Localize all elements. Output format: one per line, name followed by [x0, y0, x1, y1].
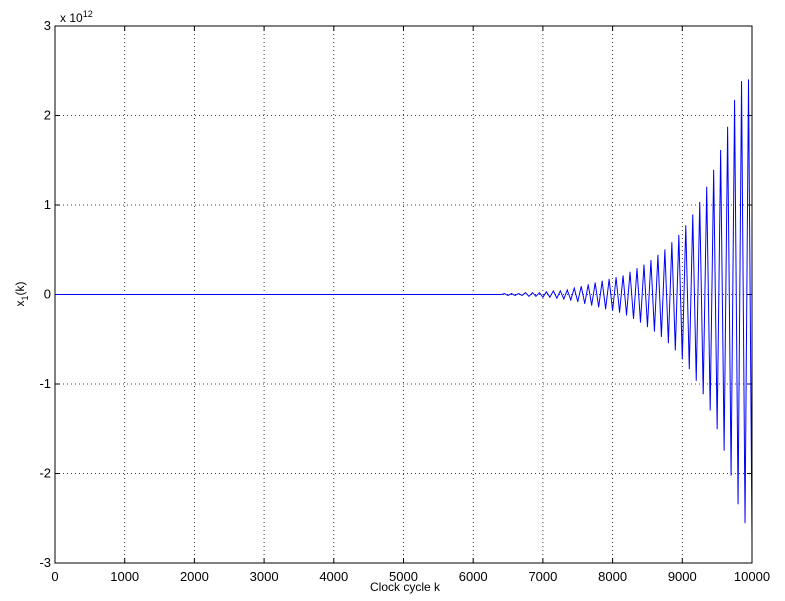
- data-point: [591, 304, 593, 306]
- y-tick-label: 1: [44, 197, 51, 212]
- data-point: [615, 276, 617, 278]
- x-tick-label: 8000: [598, 569, 627, 584]
- series-line-0: [55, 79, 753, 541]
- data-point: [737, 503, 739, 505]
- data-point: [552, 290, 554, 292]
- data-point: [723, 449, 725, 451]
- data-point: [653, 330, 655, 332]
- data-point: [511, 293, 513, 295]
- data-point: [507, 294, 509, 296]
- data-point: [713, 169, 715, 171]
- x-tick-label: 7000: [528, 569, 557, 584]
- data-point: [741, 80, 743, 82]
- y-tick-label: 0: [44, 287, 51, 302]
- y-tick-label: -2: [39, 466, 51, 481]
- data-point: [528, 295, 530, 297]
- data-point: [535, 295, 537, 297]
- x-tick-label: 0: [51, 569, 58, 584]
- data-point: [612, 310, 614, 312]
- data-point: [730, 474, 732, 476]
- data-point: [605, 308, 607, 310]
- data-point: [639, 321, 641, 323]
- data-point: [650, 259, 652, 261]
- data-point: [643, 264, 645, 266]
- data-point: [664, 249, 666, 251]
- y-exponent-label: x 1012: [60, 9, 93, 25]
- data-point: [531, 292, 533, 294]
- data-point: [587, 284, 589, 286]
- data-point: [594, 282, 596, 284]
- data-point: [709, 409, 711, 411]
- data-point: [538, 292, 540, 294]
- data-point: [573, 287, 575, 289]
- x-tick-label: 5000: [389, 569, 418, 584]
- data-point: [692, 214, 694, 216]
- x-axis-label: Clock cycle k: [370, 580, 441, 594]
- data-point: [626, 314, 628, 316]
- x-tick-label: 10000: [734, 569, 770, 584]
- data-point: [598, 306, 600, 308]
- data-point: [580, 285, 582, 287]
- data-point: [699, 201, 701, 203]
- data-point: [545, 291, 547, 293]
- data-point: [559, 290, 561, 292]
- data-point: [633, 318, 635, 320]
- data-point: [629, 271, 631, 273]
- x-tick-label: 2000: [180, 569, 209, 584]
- data-point: [674, 349, 676, 351]
- x-tick-label: 9000: [668, 569, 697, 584]
- data-point: [524, 292, 526, 294]
- data-point: [734, 99, 736, 101]
- data-point: [660, 336, 662, 338]
- data-point: [584, 302, 586, 304]
- data-point: [646, 326, 648, 328]
- data-point: [671, 242, 673, 244]
- data-point: [681, 358, 683, 360]
- data-point: [521, 294, 523, 296]
- plot-frame: [54, 25, 753, 564]
- data-point: [720, 149, 722, 151]
- data-point: [563, 298, 565, 300]
- data-point: [706, 186, 708, 188]
- data-point: [542, 296, 544, 298]
- data-point: [514, 294, 516, 296]
- data-point: [636, 268, 638, 270]
- data-point: [688, 368, 690, 370]
- data-point: [667, 342, 669, 344]
- data-point: [678, 234, 680, 236]
- data-point: [716, 428, 718, 430]
- data-point: [556, 297, 558, 299]
- data-point: [619, 311, 621, 313]
- data-point: [504, 293, 506, 295]
- data-point: [500, 294, 502, 295]
- data-point: [744, 522, 746, 524]
- data-point: [570, 299, 572, 301]
- y-tick-label: -1: [39, 376, 51, 391]
- y-tick-label: 2: [44, 108, 51, 123]
- data-point: [702, 393, 704, 395]
- data-point: [608, 278, 610, 280]
- y-axis-label: x1(k): [13, 281, 30, 306]
- y-tick-label: 3: [44, 18, 51, 33]
- data-point: [727, 126, 729, 128]
- data-point: [549, 296, 551, 298]
- data-point: [695, 379, 697, 381]
- x-tick-label: 4000: [319, 569, 348, 584]
- tick-labels: 0 1000 2000 3000 4000 5000 6000 7000 8000 9000 100…: [39, 18, 770, 584]
- series-group: [55, 79, 753, 542]
- data-point: [622, 275, 624, 277]
- data-point: [518, 293, 520, 295]
- data-point: [566, 289, 568, 291]
- x-tick-label: 3000: [250, 569, 279, 584]
- data-point: [657, 254, 659, 256]
- y-tick-label: -3: [39, 555, 51, 570]
- x-tick-label: 6000: [459, 569, 488, 584]
- x-tick-label: 1000: [110, 569, 139, 584]
- data-point: [577, 301, 579, 303]
- data-point: [601, 280, 603, 282]
- data-point: [748, 79, 750, 81]
- data-point: [685, 225, 687, 227]
